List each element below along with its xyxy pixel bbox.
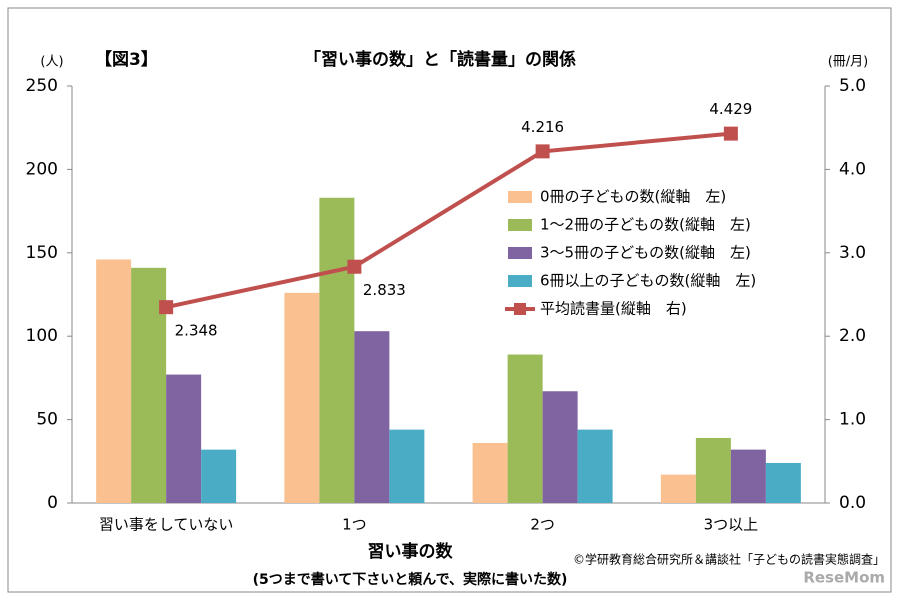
data-label: 2.348 [175, 322, 218, 340]
bar [472, 442, 508, 503]
y2-tick-label: 0.0 [839, 493, 866, 513]
x-axis-subtitle: (5つまで書いて下さいと頼んで、実際に書いた数) [253, 571, 568, 588]
x-axis-title: 習い事の数 [368, 541, 454, 562]
line-marker [159, 300, 174, 315]
bar [765, 462, 801, 503]
figure-label: 【図3】 [95, 49, 158, 70]
legend-label: 平均読書量(縦軸 右) [540, 300, 687, 318]
bar [96, 259, 132, 503]
x-tick-label: 1つ [342, 516, 367, 534]
legend-label: 0冊の子どもの数(縦軸 左) [540, 188, 726, 206]
bar [542, 391, 578, 503]
legend-swatch [508, 191, 532, 203]
bar [730, 449, 766, 503]
data-label: 2.833 [363, 281, 406, 299]
line [165, 131, 732, 310]
bar [507, 354, 543, 503]
bar [389, 429, 425, 503]
data-label: 4.429 [709, 100, 752, 118]
y-tick-label: 250 [26, 76, 58, 96]
bar [166, 374, 202, 503]
y-unit: (人) [40, 55, 63, 70]
bar [660, 474, 696, 503]
bar [354, 331, 390, 503]
bar [284, 292, 320, 503]
y-tick-label: 50 [36, 410, 58, 430]
y-tick-label: 100 [26, 326, 58, 346]
x-tick-label: 習い事をしていない [99, 516, 234, 534]
bar [577, 429, 613, 503]
data-label: 4.216 [521, 118, 564, 136]
bar [695, 437, 731, 503]
x-tick-label: 3つ以上 [704, 516, 759, 534]
legend-label: 3～5冊の子どもの数(縦軸 左) [540, 244, 751, 262]
line-marker [723, 126, 738, 141]
watermark: ReseMom [803, 569, 885, 587]
y2-unit: (冊/月) [828, 55, 869, 70]
legend-label: 6冊以上の子どもの数(縦軸 左) [540, 272, 756, 290]
line-marker [535, 144, 550, 159]
y2-tick-label: 4.0 [839, 159, 866, 179]
chart-title: 「習い事の数」と「読書量」の関係 [304, 49, 576, 70]
y2-tick-label: 2.0 [839, 326, 866, 346]
legend-swatch [508, 247, 532, 259]
line-marker [347, 259, 362, 274]
legend-label: 1～2冊の子どもの数(縦軸 左) [540, 216, 751, 234]
y-tick-label: 200 [26, 159, 58, 179]
y2-tick-label: 1.0 [839, 410, 866, 430]
legend-swatch [514, 303, 526, 315]
bar [201, 449, 237, 503]
legend-swatch [508, 275, 532, 287]
source-note: ©学研教育総合研究所＆講談社「子どもの読書実態調査」 [573, 552, 885, 567]
y-tick-label: 150 [26, 243, 58, 263]
y2-tick-label: 5.0 [839, 76, 866, 96]
y-tick-label: 0 [47, 493, 58, 513]
legend-swatch [508, 219, 532, 231]
bar [319, 197, 355, 504]
y2-tick-label: 3.0 [839, 243, 866, 263]
x-tick-label: 2つ [530, 516, 555, 534]
